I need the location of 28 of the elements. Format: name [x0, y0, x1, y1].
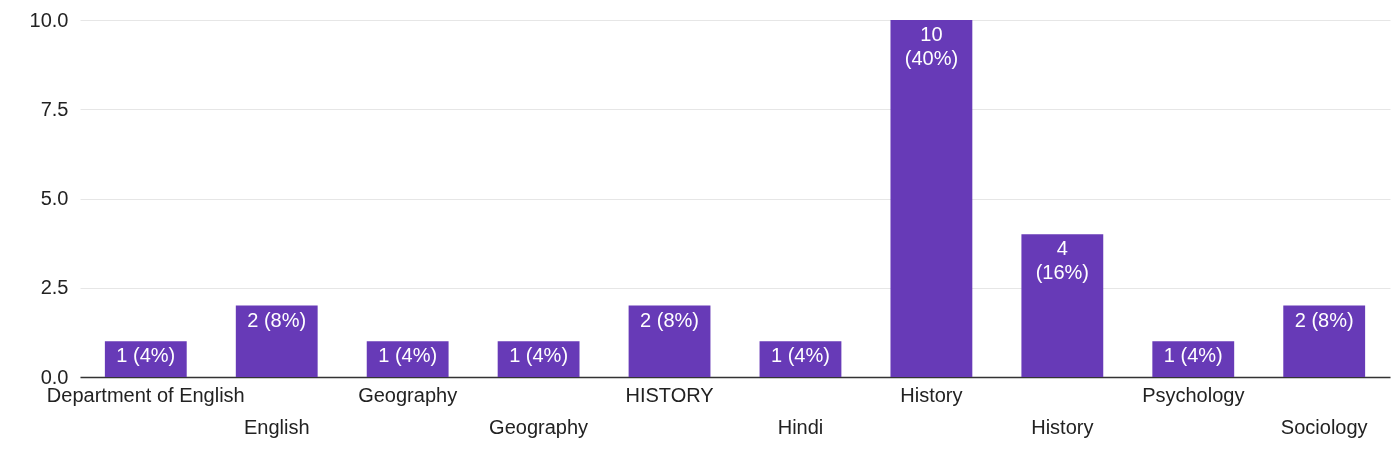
y-tick-label: 7.5 [40, 97, 69, 120]
data-label: 2 (8%) [247, 308, 307, 331]
x-tick-label: History [1031, 415, 1094, 438]
y-tick-label: 10.0 [29, 8, 69, 31]
bar [235, 305, 318, 377]
bar [628, 305, 711, 377]
x-tick-label: History [900, 383, 963, 406]
bar [1283, 305, 1366, 377]
data-label: 2 (8%) [1294, 308, 1354, 331]
data-label: 1 (4%) [771, 344, 830, 367]
data-label: 4 (16%) [1035, 237, 1090, 284]
y-tick-label: 2.5 [40, 276, 69, 299]
x-tick-label: Sociology [1280, 415, 1368, 438]
x-tick-label: English [243, 415, 310, 438]
data-label: 1 (4%) [509, 344, 569, 367]
data-label: 10 (40%) [904, 23, 959, 69]
data-label: 2 (8%) [640, 308, 699, 331]
data-label: 1 (4%) [116, 344, 176, 367]
data-label: 1 (4%) [1163, 344, 1223, 367]
x-tick-label: Geography [358, 383, 458, 406]
bar [1021, 234, 1104, 377]
y-tick-label: 5.0 [40, 187, 69, 209]
x-tick-label: HISTORY [625, 383, 714, 406]
data-label: 1 (4%) [378, 344, 438, 367]
x-tick-label: Hindi [777, 415, 824, 438]
x-tick-label: Geography [489, 415, 589, 438]
bar [890, 20, 973, 377]
x-tick-label: Psychology [1142, 383, 1245, 406]
